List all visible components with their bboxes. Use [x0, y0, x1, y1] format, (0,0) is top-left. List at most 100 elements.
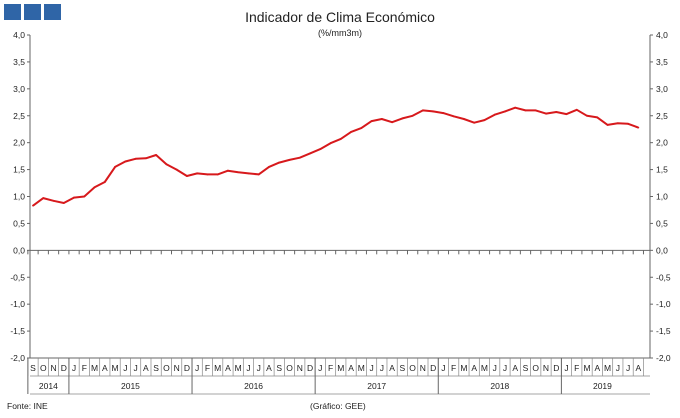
data-point — [534, 109, 537, 112]
month-label: J — [493, 363, 497, 373]
month-label: M — [583, 363, 590, 373]
y-tick-label-right: 1,5 — [656, 165, 668, 175]
month-label: M — [604, 363, 611, 373]
data-point — [380, 118, 383, 120]
month-label: A — [102, 363, 108, 373]
y-tick-label-left: -2,0 — [10, 353, 25, 363]
data-point — [483, 119, 486, 121]
data-point — [62, 202, 65, 204]
month-label: S — [523, 363, 529, 373]
logo-block-1 — [4, 4, 21, 20]
y-tick-label-left: 1,5 — [13, 165, 25, 175]
data-point — [196, 172, 199, 175]
month-label: M — [358, 363, 365, 373]
data-point — [401, 117, 404, 120]
y-tick-label-right: 0,0 — [656, 245, 668, 255]
y-tick-label-left: 2,0 — [13, 138, 25, 148]
y-tick-label-left: -0,5 — [10, 272, 25, 282]
data-point — [32, 204, 34, 207]
month-label: J — [616, 363, 620, 373]
y-tick-label-right: 0,5 — [656, 218, 668, 228]
data-point — [411, 114, 414, 117]
year-label: 2015 — [121, 381, 140, 391]
month-label: J — [380, 363, 384, 373]
chart-title: Indicador de Clima Económico — [245, 9, 435, 25]
year-label: 2019 — [593, 381, 612, 391]
month-label: J — [257, 363, 261, 373]
month-label: M — [91, 363, 98, 373]
month-label: A — [594, 363, 600, 373]
year-label: 2017 — [367, 381, 386, 391]
data-point — [186, 175, 188, 177]
data-point — [278, 161, 281, 164]
source-note: Fonte: INE — [7, 401, 48, 411]
month-label: D — [430, 363, 436, 373]
data-point — [596, 116, 599, 119]
month-label: A — [143, 363, 149, 373]
data-point — [627, 122, 629, 125]
month-label: N — [174, 363, 180, 373]
month-label: A — [266, 363, 272, 373]
month-label: M — [214, 363, 221, 373]
data-point — [575, 108, 578, 111]
data-point — [309, 152, 311, 155]
data-point — [545, 112, 547, 115]
y-tick-label-left: -1,5 — [10, 326, 25, 336]
data-point — [298, 156, 301, 159]
month-label: M — [337, 363, 344, 373]
month-label: J — [564, 363, 568, 373]
data-point — [144, 157, 147, 160]
y-tick-label-right: 3,0 — [656, 84, 668, 94]
month-label: S — [276, 363, 282, 373]
month-label: J — [318, 363, 322, 373]
data-point — [421, 109, 424, 112]
data-point — [216, 173, 219, 176]
y-axis-right-labels: 4,0 3,5 3,0 2,5 2,0 1,5 1,0 0,5 0,0 -0,5 -1,0 -1,5 -… — [656, 30, 671, 363]
data-point — [616, 122, 619, 125]
data-point — [339, 137, 342, 140]
data-point — [83, 195, 86, 198]
data-point — [442, 112, 445, 114]
data-point — [514, 106, 517, 109]
month-label: J — [195, 363, 199, 373]
data-point — [565, 113, 568, 116]
data-point — [206, 173, 209, 176]
chart-axes — [27, 34, 653, 395]
data-point — [227, 169, 229, 172]
month-label: M — [235, 363, 242, 373]
month-label: O — [40, 363, 47, 373]
data-point — [52, 199, 55, 202]
month-label: O — [286, 363, 293, 373]
month-label: A — [389, 363, 395, 373]
month-label: O — [409, 363, 416, 373]
month-label: J — [626, 363, 630, 373]
data-point — [370, 120, 373, 123]
data-point — [452, 115, 455, 118]
chart-credit: (Gráfico: GEE) — [310, 401, 366, 411]
month-label: M — [460, 363, 467, 373]
y-tick-label-left: 1,0 — [13, 192, 25, 202]
data-point — [42, 197, 45, 200]
data-point — [134, 157, 137, 160]
data-point — [175, 168, 178, 171]
y-tick-label-right: 3,5 — [656, 57, 668, 67]
y-tick-label-left: 3,0 — [13, 84, 25, 94]
data-point — [493, 113, 496, 116]
series-line — [32, 106, 639, 207]
data-point — [165, 163, 168, 166]
month-label: D — [61, 363, 67, 373]
logo-block-2 — [24, 4, 41, 20]
month-label: J — [369, 363, 373, 373]
data-point — [103, 181, 106, 183]
year-label: 2016 — [244, 381, 263, 391]
month-label: O — [163, 363, 170, 373]
month-label: A — [636, 363, 642, 373]
data-point — [288, 158, 291, 161]
data-point — [350, 131, 352, 133]
month-label: D — [184, 363, 190, 373]
month-label: A — [471, 363, 477, 373]
data-point — [93, 186, 96, 189]
data-point — [473, 121, 476, 124]
y-tick-label-right: -1,0 — [656, 299, 671, 309]
